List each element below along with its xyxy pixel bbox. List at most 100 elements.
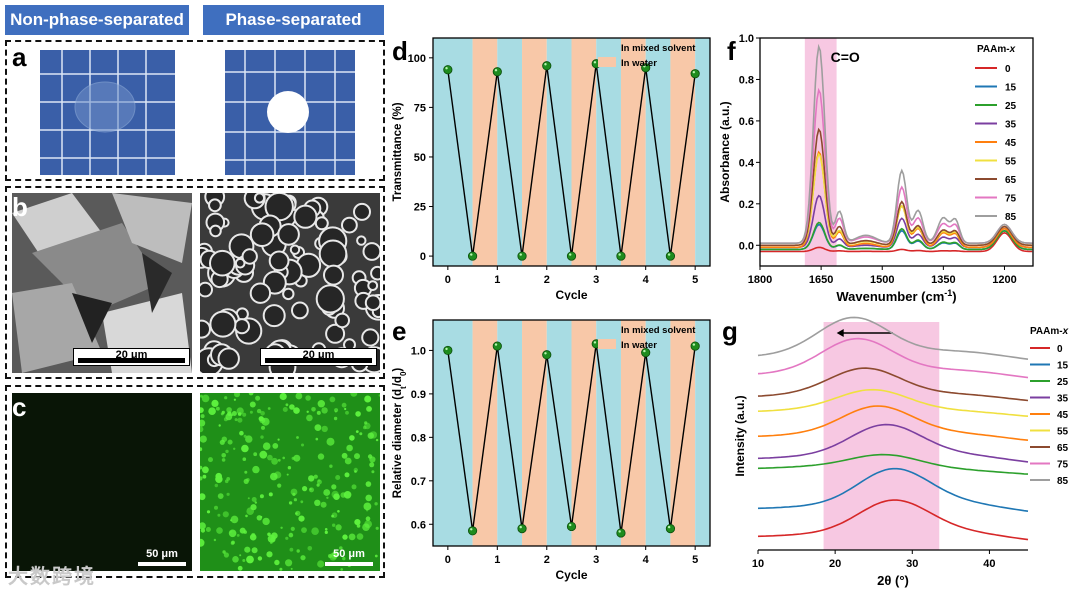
fluorescent-droplet — [267, 407, 271, 410]
fluorescent-droplet — [232, 556, 239, 563]
fluorescent-droplet — [249, 410, 253, 414]
fluorescent-droplet — [291, 456, 295, 460]
fluorescent-droplet — [331, 484, 337, 490]
fluorescent-droplet — [314, 424, 322, 431]
y-tick-label: 25 — [414, 202, 426, 214]
xrd-series-15 — [757, 467, 1029, 512]
fluorescent-droplet — [351, 484, 357, 490]
legend-label-25: 25 — [1005, 101, 1017, 112]
fluorescent-droplet — [306, 414, 313, 422]
fluorescent-droplet — [261, 425, 265, 430]
fluorescent-droplet — [340, 568, 343, 571]
xrd-series-25 — [757, 453, 1029, 475]
fluorescent-droplet — [308, 475, 315, 482]
x-tick-label: 10 — [752, 558, 764, 570]
fluorescent-droplet — [339, 546, 343, 550]
sem-pore — [241, 248, 258, 265]
fluorescent-droplet — [295, 393, 303, 400]
x-axis-label-text: Wavenumber (cm — [836, 289, 944, 304]
xrd-series-45 — [757, 405, 1029, 441]
data-point-highlight — [667, 525, 671, 529]
fluorescent-droplet — [375, 438, 379, 442]
fluorescent-droplet — [374, 502, 378, 506]
fluorescent-droplet — [279, 567, 283, 571]
fluorescent-droplet — [249, 401, 256, 408]
fluorescent-droplet — [219, 439, 225, 445]
fluorescent-droplet — [333, 416, 338, 421]
legend-label-45: 45 — [1057, 410, 1069, 421]
fluorescent-droplet — [236, 407, 244, 415]
xrd-series-55 — [757, 388, 1029, 417]
fluorescent-droplet — [200, 465, 203, 470]
data-point — [443, 345, 453, 356]
fluorescence-image-non-phase-separated — [12, 393, 192, 571]
fluorescent-droplet — [311, 527, 319, 535]
y-tick-label: 0.2 — [739, 199, 754, 211]
x-tick-label: 1350 — [931, 274, 955, 286]
fluorescent-droplet — [262, 442, 271, 450]
fluorescent-droplet — [272, 443, 279, 449]
data-point — [542, 350, 552, 360]
legend-label-85: 85 — [1005, 212, 1017, 223]
fluorescent-droplet — [277, 458, 281, 462]
sem-pore — [268, 250, 290, 272]
legend-label-85: 85 — [1057, 476, 1069, 487]
fluorescent-droplet — [279, 393, 287, 401]
fluorescent-droplet — [355, 430, 359, 433]
fluorescent-droplet — [229, 530, 232, 533]
fluorescent-droplet — [333, 493, 340, 500]
scale-text-fluor-left: 50 μm — [146, 548, 178, 560]
fluorescent-droplet — [300, 555, 306, 561]
data-point-highlight — [593, 341, 597, 344]
scale-bar-sem-left: 20 μm — [73, 348, 190, 366]
fluorescent-droplet — [348, 533, 356, 541]
fluorescent-droplet — [200, 426, 204, 433]
sem-pore — [353, 202, 371, 221]
sem-pore — [334, 312, 350, 329]
x-axis-label: Wavenumber (cm-1) — [836, 288, 956, 304]
fluorescent-droplet — [356, 533, 364, 540]
sem-pore — [293, 204, 318, 229]
fluorescent-droplet — [254, 501, 257, 504]
fluorescent-droplet — [223, 552, 229, 558]
fluorescent-droplet — [365, 509, 369, 512]
chart-g-xrd: 10 20 30 40 2θ (°) Intensity (a.u.) PAAm-x 0 15 2… — [733, 316, 1069, 588]
sem-pore — [362, 242, 380, 261]
fluorescent-droplet — [239, 554, 242, 557]
fluorescent-droplet — [335, 524, 342, 531]
fluorescent-droplet — [301, 443, 304, 447]
panel-label-f: f — [727, 36, 736, 66]
fluorescent-droplet — [316, 410, 321, 415]
fluorescent-droplet — [363, 502, 372, 511]
fluorescent-droplet — [251, 497, 257, 502]
fluorescent-droplet — [226, 492, 230, 496]
fluorescent-droplet — [237, 417, 243, 423]
fluorescent-droplet — [230, 519, 233, 522]
y-tick-label: 0.6 — [411, 519, 426, 531]
fluorescent-droplet — [317, 400, 325, 408]
x-tick-label: 2 — [544, 554, 550, 566]
fluorescent-droplet — [214, 483, 218, 488]
fluorescent-droplet — [353, 467, 358, 473]
panel-a-frame — [5, 40, 385, 181]
data-point-highlight — [519, 253, 522, 256]
fluorescent-droplet — [244, 546, 251, 553]
data-point — [517, 524, 527, 534]
panel-label-g: g — [722, 316, 738, 346]
water-band — [522, 320, 547, 546]
fluorescent-droplet — [230, 515, 239, 524]
water-band — [620, 320, 646, 546]
data-point — [665, 524, 676, 534]
fluorescent-droplet — [245, 514, 248, 518]
data-point-highlight — [544, 63, 547, 66]
scale-bar-fluor-right: 50 μm — [325, 548, 373, 566]
scale-text-fluor-right: 50 μm — [333, 548, 365, 560]
sem-pore — [314, 216, 329, 231]
data-point-highlight — [643, 65, 646, 68]
fluorescent-droplet — [202, 466, 209, 474]
header-phase-separated: Phase-separated — [203, 5, 384, 35]
fluorescent-droplet — [200, 414, 205, 419]
fluorescent-droplet — [293, 454, 301, 462]
panel-label-b: b — [12, 192, 28, 222]
